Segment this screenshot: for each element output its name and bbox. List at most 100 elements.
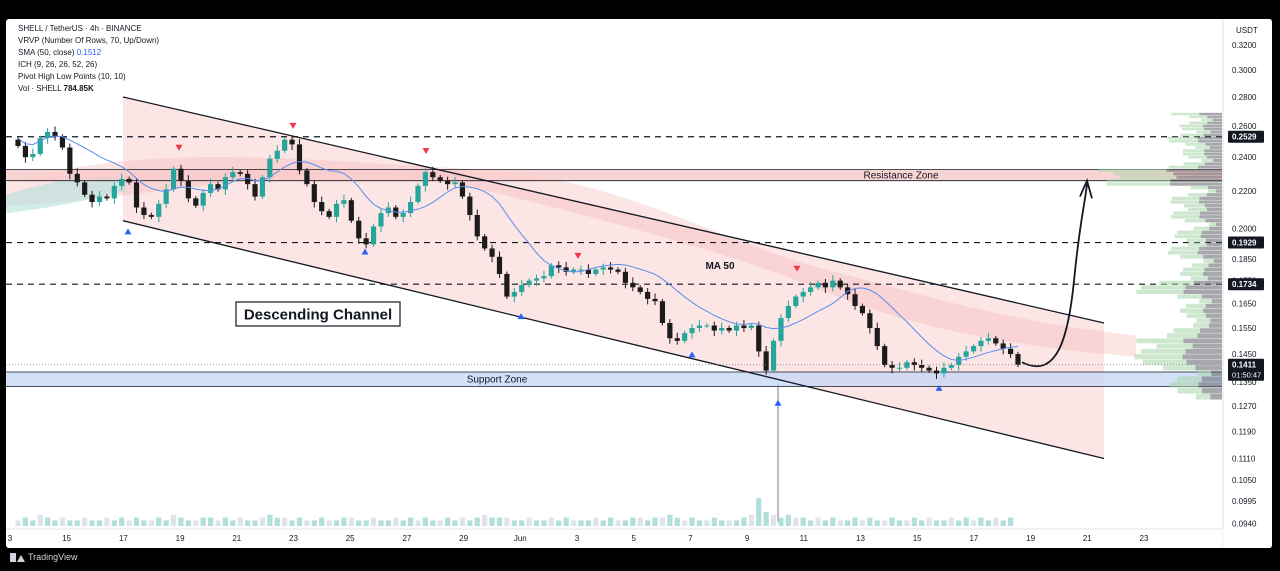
legend-sma[interactable]: SMA (50, close) 0.1512	[18, 47, 101, 59]
vp-bar-up	[1163, 365, 1196, 371]
tradingview-logo[interactable]: TradingView	[10, 552, 78, 562]
tradingview-brand: TradingView	[28, 552, 78, 562]
candle-body	[496, 256, 503, 274]
vp-bar-up	[1180, 271, 1204, 276]
candle-body	[630, 282, 636, 288]
volume-bar	[541, 520, 547, 526]
vp-bar-up	[1189, 121, 1208, 125]
volume-bar	[585, 520, 591, 526]
candle-body	[452, 182, 458, 185]
vp-bar-down	[1203, 254, 1222, 259]
candle-body	[356, 220, 362, 239]
pivot-low-marker	[517, 313, 525, 320]
x-tick-label: 3	[8, 534, 13, 543]
volume-bar	[770, 514, 777, 526]
price-label-text: 0.1734	[1232, 280, 1257, 289]
legend-symbol[interactable]: SHELL / TetherUS · 4h · BINANCE	[18, 23, 142, 35]
volume-bar	[445, 517, 451, 526]
candle-body	[882, 346, 888, 366]
x-tick-label: 25	[346, 534, 355, 543]
vp-bar-down	[1197, 333, 1222, 339]
ichimoku-cloud-green	[6, 176, 126, 214]
volume-bars	[15, 498, 1014, 526]
pivot-low-marker	[774, 399, 782, 406]
vp-bar-up	[1177, 294, 1202, 299]
vp-bar-up	[1173, 211, 1201, 215]
candle-body	[696, 325, 703, 329]
candle-body	[948, 365, 954, 368]
chart-panel[interactable]: Resistance Zone Support Zone Descending Ch…	[6, 19, 1272, 548]
y-tick-label: 0.1550	[1232, 324, 1257, 333]
volume-bar	[37, 514, 43, 526]
volume-bar	[622, 520, 628, 526]
vp-bar-up	[1185, 143, 1206, 146]
volume-bar	[822, 520, 828, 526]
ma50-line	[17, 135, 1019, 361]
volume-bar	[874, 520, 880, 526]
candle-body	[370, 226, 377, 245]
volume-bar	[133, 517, 140, 526]
candle-body	[489, 248, 495, 257]
vp-bar-down	[1199, 112, 1222, 116]
vp-bar-up	[1192, 263, 1209, 268]
pivot-high-marker	[422, 147, 430, 154]
vp-bar-up	[1171, 215, 1200, 219]
vp-bar-down	[1204, 149, 1222, 153]
candle-body	[156, 203, 162, 217]
candle-body	[200, 192, 206, 206]
candle-body	[89, 194, 95, 202]
volume-profile	[1098, 112, 1222, 400]
vp-bar-up	[1182, 149, 1205, 153]
candle-body	[608, 267, 614, 270]
volume-bar	[682, 520, 688, 526]
volume-bar	[430, 520, 436, 526]
candle-body	[615, 269, 621, 272]
legend-pivot[interactable]: Pivot High Low Points (10, 10)	[18, 71, 126, 83]
candle-body	[711, 325, 717, 331]
legend-volume[interactable]: Vol · SHELL 784.85K	[18, 83, 94, 95]
vp-bar-down	[1206, 313, 1222, 318]
volume-bar	[808, 520, 814, 526]
candle-body	[637, 287, 643, 292]
candle-body	[96, 196, 103, 202]
volume-bar	[667, 514, 673, 526]
candle-body	[741, 325, 747, 329]
vp-bar-down	[1209, 146, 1222, 149]
vp-bar-down	[1206, 207, 1222, 212]
volume-bar	[496, 517, 503, 526]
vp-bar-down	[1204, 162, 1222, 166]
candle-body	[822, 282, 828, 288]
volume-bar	[267, 514, 273, 526]
volume-bar	[156, 517, 162, 526]
candle-body	[785, 305, 791, 319]
price-chart[interactable]: Resistance Zone Support Zone Descending Ch…	[6, 19, 1272, 548]
volume-bar	[52, 520, 58, 526]
volume-bar	[452, 520, 458, 526]
volume-bar	[311, 520, 317, 526]
vp-bar-up	[1185, 303, 1206, 309]
legend-vrvp[interactable]: VRVP (Number Of Rows, 70, Up/Down)	[18, 35, 159, 47]
candle-body	[926, 367, 932, 371]
volume-bar	[800, 517, 806, 526]
vp-bar-up	[1134, 354, 1183, 360]
volume-bar	[896, 520, 903, 526]
volume-bar	[911, 517, 917, 526]
volume-bar	[319, 517, 325, 526]
volume-bar	[511, 520, 517, 526]
candle-body	[459, 182, 466, 197]
volume-bar	[578, 520, 584, 526]
volume-bar	[696, 520, 703, 526]
vp-bar-down	[1197, 136, 1222, 140]
descending-channel-label: Descending Channel	[244, 307, 392, 324]
vp-bar-down	[1199, 215, 1222, 219]
vp-bar-up	[1179, 124, 1203, 128]
volume-bar	[437, 520, 443, 526]
vp-bar-down	[1200, 328, 1222, 333]
candle-body	[437, 177, 443, 181]
volume-bar	[89, 520, 95, 526]
vp-bar-down	[1210, 393, 1222, 400]
legend-ichimoku[interactable]: ICH (9, 26, 26, 52, 26)	[18, 59, 97, 71]
vp-bar-down	[1206, 155, 1222, 159]
candle-body	[193, 198, 199, 206]
price-label-box	[1228, 236, 1264, 249]
